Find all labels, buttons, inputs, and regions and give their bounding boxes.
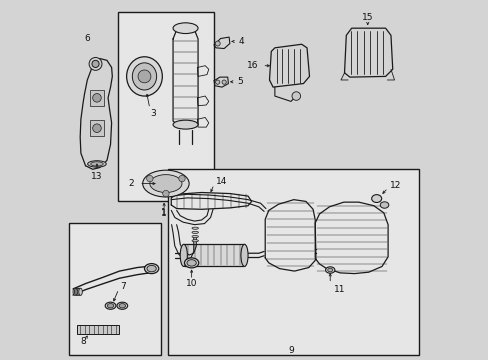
Ellipse shape — [192, 231, 198, 234]
Circle shape — [138, 70, 151, 83]
Ellipse shape — [87, 161, 106, 167]
Circle shape — [146, 175, 153, 182]
Bar — [90, 120, 104, 136]
Circle shape — [163, 190, 169, 197]
Text: 6: 6 — [84, 35, 90, 44]
Bar — [167, 169, 418, 355]
Circle shape — [215, 80, 220, 84]
Text: 1: 1 — [161, 210, 167, 219]
Text: 16: 16 — [247, 61, 258, 70]
Ellipse shape — [241, 244, 247, 266]
Ellipse shape — [79, 288, 82, 296]
Ellipse shape — [126, 57, 162, 96]
Circle shape — [179, 175, 185, 182]
Text: 3: 3 — [150, 109, 156, 118]
Ellipse shape — [192, 240, 198, 242]
Ellipse shape — [91, 162, 103, 166]
Ellipse shape — [144, 264, 159, 274]
Ellipse shape — [180, 244, 187, 266]
Text: 5: 5 — [237, 77, 243, 86]
Ellipse shape — [142, 170, 189, 197]
Ellipse shape — [325, 267, 334, 273]
Ellipse shape — [186, 260, 196, 266]
Text: 14: 14 — [216, 177, 227, 186]
Text: 13: 13 — [91, 172, 102, 181]
Text: 12: 12 — [389, 181, 401, 190]
Text: 2: 2 — [128, 179, 134, 188]
Ellipse shape — [132, 63, 156, 90]
Text: 9: 9 — [287, 346, 293, 355]
Bar — [90, 90, 104, 106]
Bar — [183, 244, 244, 266]
Text: 7: 7 — [120, 282, 126, 291]
Ellipse shape — [173, 23, 198, 33]
Circle shape — [93, 94, 101, 102]
Bar — [69, 223, 160, 355]
Ellipse shape — [327, 268, 332, 272]
Ellipse shape — [149, 175, 182, 193]
Ellipse shape — [192, 235, 198, 238]
Text: 15: 15 — [361, 13, 373, 22]
Ellipse shape — [74, 288, 78, 296]
Text: 8: 8 — [80, 337, 86, 346]
Ellipse shape — [117, 302, 127, 309]
Text: 4: 4 — [238, 37, 244, 46]
Ellipse shape — [173, 120, 198, 129]
Bar — [118, 12, 214, 202]
Circle shape — [93, 124, 101, 132]
Ellipse shape — [380, 202, 388, 208]
Ellipse shape — [192, 227, 198, 229]
Circle shape — [92, 60, 99, 67]
Ellipse shape — [107, 303, 114, 308]
Text: 10: 10 — [185, 279, 197, 288]
Circle shape — [215, 41, 220, 46]
Ellipse shape — [76, 288, 80, 296]
Ellipse shape — [105, 302, 116, 309]
Circle shape — [222, 80, 226, 84]
Ellipse shape — [147, 265, 156, 272]
Ellipse shape — [73, 288, 77, 296]
Ellipse shape — [184, 258, 198, 268]
Circle shape — [291, 92, 300, 100]
Text: 1: 1 — [161, 208, 167, 217]
Bar — [77, 325, 119, 334]
Ellipse shape — [77, 288, 81, 296]
Text: 11: 11 — [333, 285, 345, 294]
Circle shape — [89, 58, 102, 70]
Ellipse shape — [371, 195, 381, 203]
Ellipse shape — [119, 303, 125, 308]
